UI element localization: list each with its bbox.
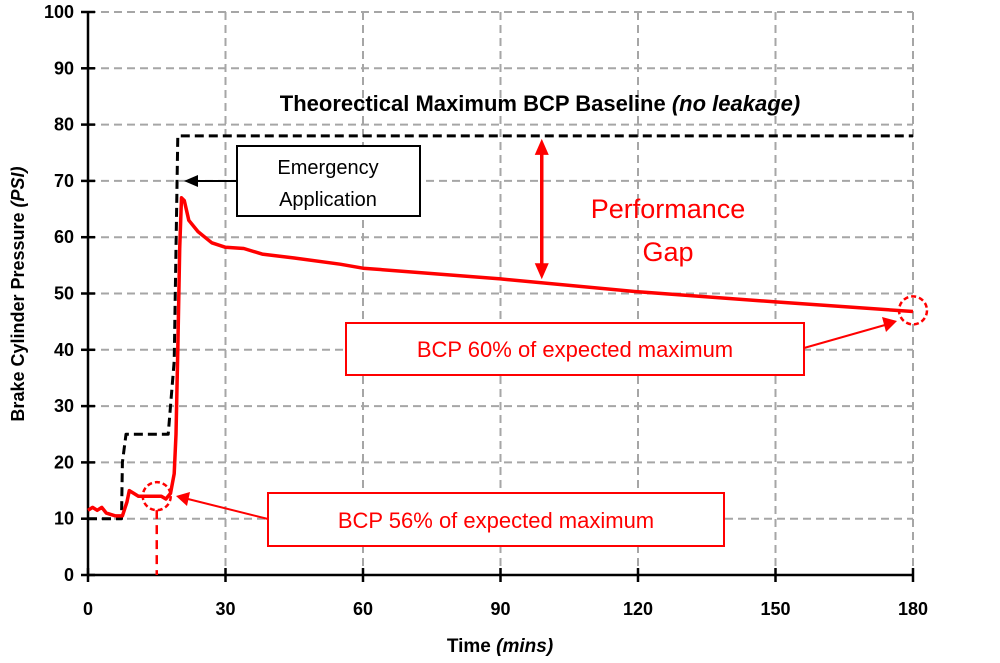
baseline-label: Theorectical Maximum BCP Baseline (no le…: [280, 91, 800, 116]
bcp56-arrowhead: [176, 492, 190, 506]
x-tick-label: 120: [623, 599, 653, 619]
emergency-label-1: Emergency: [277, 157, 378, 179]
series: [87, 134, 914, 521]
x-tick-label: 0: [83, 599, 93, 619]
gap-arrowhead-top: [534, 138, 549, 155]
x-tick-label: 150: [760, 599, 790, 619]
y-tick-label: 60: [54, 227, 74, 247]
early-marker-circle: [141, 480, 172, 512]
emergency-label-2: Application: [279, 189, 377, 211]
gap-label-1: Performance: [591, 194, 746, 224]
gap-arrowhead-bottom: [534, 263, 549, 280]
bcp60-arrowhead: [882, 317, 897, 332]
x-tick-label: 180: [898, 599, 928, 619]
x-axis-label: Time (mins): [447, 636, 553, 657]
y-tick-label: 30: [54, 396, 74, 416]
bcp60-box: [345, 322, 805, 376]
markers: [141, 295, 929, 575]
y-tick-label: 90: [54, 58, 74, 78]
x-tick-label: 60: [353, 599, 373, 619]
y-tick-label: 0: [64, 565, 74, 585]
tick-labels: 0 10 20 30 40 50 60 70 80 90 100 0 30 60 90 120 150 180: [44, 2, 928, 619]
bcp56-label: BCP 56% of expected maximum: [338, 508, 654, 533]
x-tick-label: 90: [490, 599, 510, 619]
x-tick-label: 30: [215, 599, 235, 619]
y-tick-label: 10: [54, 509, 74, 529]
measured-bcp-line: [87, 196, 914, 518]
baseline-line: [88, 134, 913, 521]
emergency-arrowhead: [184, 175, 198, 187]
y-tick-label: 40: [54, 340, 74, 360]
y-tick-label: 80: [54, 115, 74, 135]
end-marker-circle: [897, 295, 929, 326]
y-tick-label: 50: [54, 284, 74, 304]
y-tick-label: 70: [54, 171, 74, 191]
y-tick-label: 100: [44, 2, 74, 22]
bcp60-arrow: [803, 324, 886, 349]
gap-label-2: Gap: [642, 237, 693, 267]
axes: [81, 10, 915, 582]
bcp56-box: [267, 492, 725, 547]
bcp56-arrow: [187, 498, 269, 520]
emergency-box: [236, 145, 421, 217]
y-axis-label: Brake Cylinder Pressure (PSI): [8, 166, 28, 421]
gap-double-arrow: [534, 138, 549, 280]
y-tick-label: 20: [54, 452, 74, 472]
bcp60-label: BCP 60% of expected maximum: [417, 337, 733, 362]
